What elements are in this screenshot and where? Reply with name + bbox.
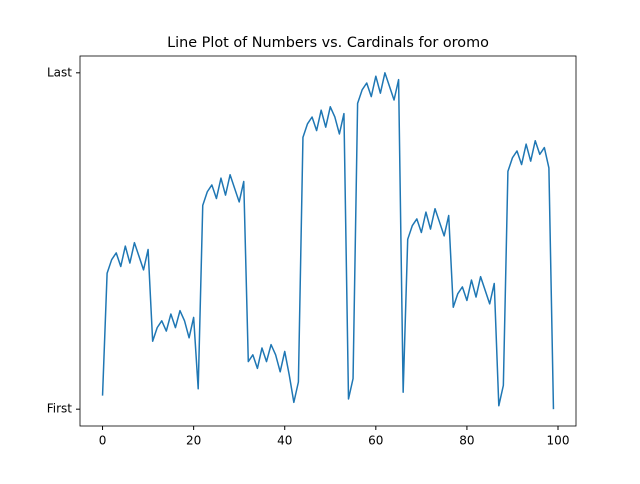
y-tick-label: Last	[47, 65, 72, 79]
chart-title: Line Plot of Numbers vs. Cardinals for o…	[167, 35, 489, 51]
x-tick-label: 0	[99, 434, 107, 448]
line	[101, 72, 555, 410]
x-tick-label: 40	[277, 434, 292, 448]
y-tick-label: First	[47, 402, 73, 416]
x-tick-label: 80	[459, 434, 474, 448]
x-tick-label: 100	[547, 434, 570, 448]
axes-frame	[79, 55, 577, 427]
x-tick-label: 60	[368, 434, 383, 448]
x-tick-label: 20	[186, 434, 201, 448]
